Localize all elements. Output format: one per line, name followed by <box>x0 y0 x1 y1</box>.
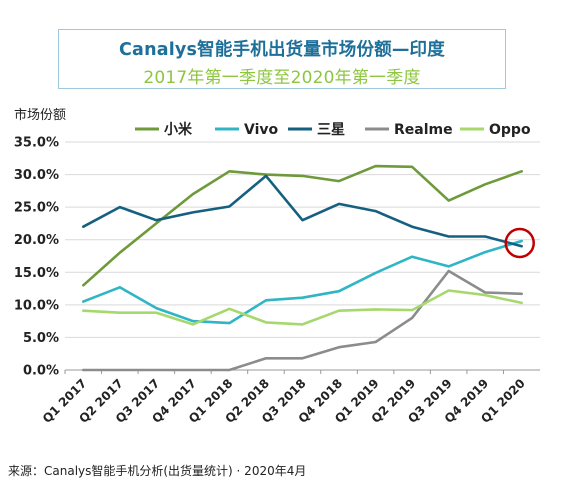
line-chart: 市场份额 0.0% 5.0% 10.0% 15.0% 20.0% 25.0% 30.0% 35.… <box>14 107 540 426</box>
title-box: Canalys智能手机出货量市场份额—印度 2017年第一季度至2020年第一季… <box>58 29 506 89</box>
y-tick-label: 10.0% <box>14 298 59 313</box>
legend-label: 小米 <box>164 121 193 138</box>
y-axis-label: 市场份额 <box>14 107 66 123</box>
y-tick-label: 35.0% <box>14 136 59 151</box>
y-tick-label: 25.0% <box>14 201 59 216</box>
series-line-1 <box>82 164 524 287</box>
legend-label: 三星 <box>317 122 345 138</box>
series-line-2 <box>82 239 524 325</box>
legend-label: Realme <box>394 122 453 138</box>
y-tick-label: 30.0% <box>14 168 59 183</box>
series-line-5 <box>82 289 524 326</box>
chart-subtitle: 2017年第一季度至2020年第一季度 <box>143 68 421 88</box>
y-tick-label: 15.0% <box>14 266 59 281</box>
source-note: 来源：Canalys智能手机分析(出货量统计) · 2020年4月 <box>8 464 307 478</box>
y-tick-label: 0.0% <box>23 364 59 379</box>
series-line-4 <box>82 269 524 372</box>
y-tick-label: 5.0% <box>23 331 59 346</box>
y-tick-label: 20.0% <box>14 233 59 248</box>
legend-label: Vivo <box>244 122 279 138</box>
legend-label: Oppo <box>489 122 531 138</box>
chart-title: Canalys智能手机出货量市场份额—印度 <box>119 40 445 60</box>
series-line-3 <box>82 174 524 248</box>
annotation-circle <box>504 227 535 259</box>
